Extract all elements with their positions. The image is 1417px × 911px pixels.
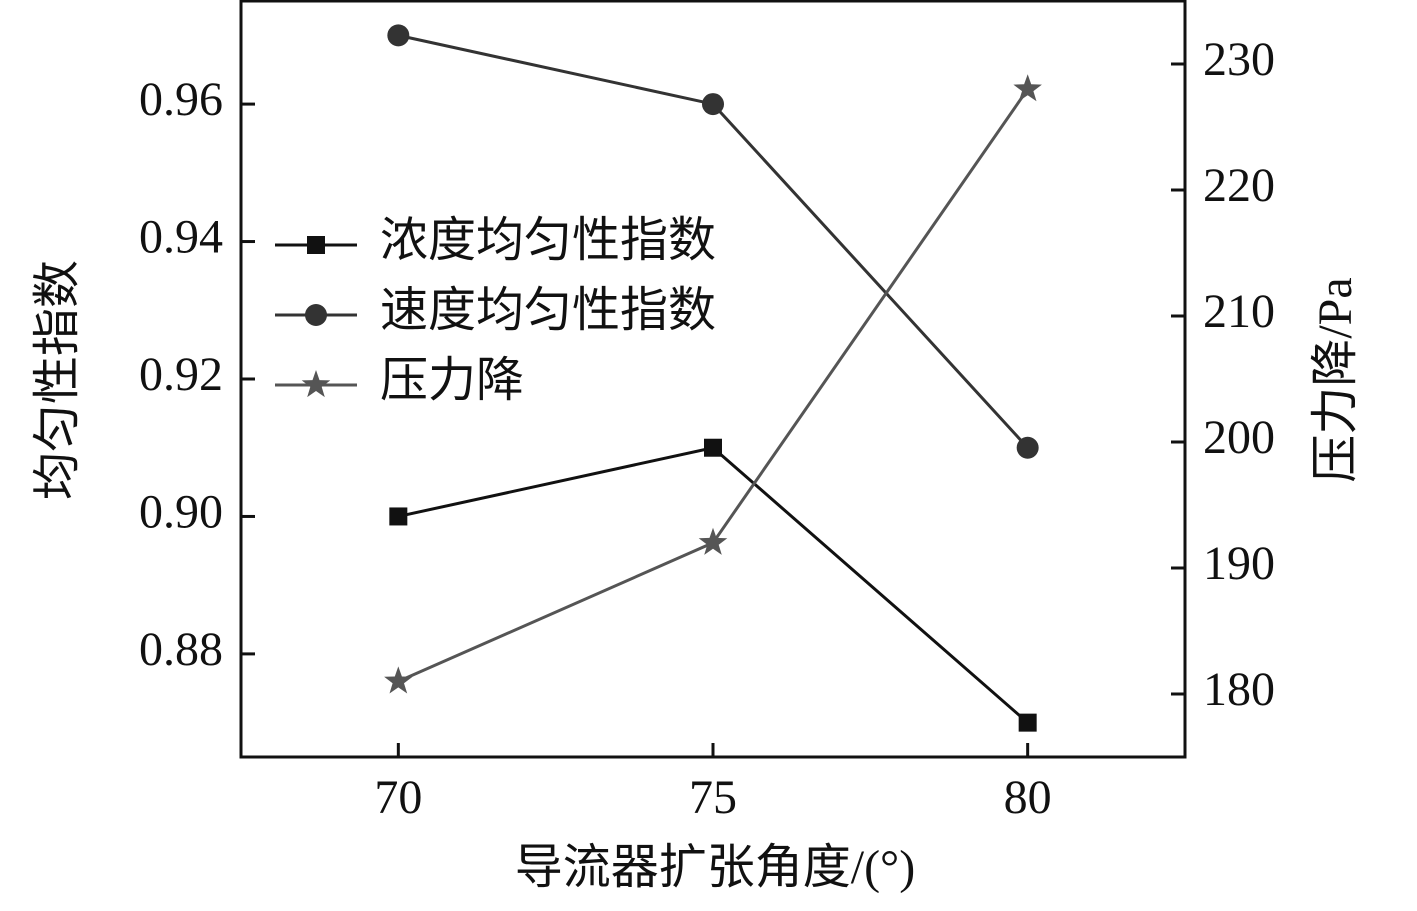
y2-tick-label: 200 xyxy=(1203,411,1275,464)
marker xyxy=(389,507,408,526)
series-line xyxy=(398,446,1029,724)
y-tick-label: 0.88 xyxy=(139,623,223,676)
y-tick-label: 0.94 xyxy=(139,211,223,264)
legend-label: 速度均匀性指数 xyxy=(380,284,716,337)
marker xyxy=(307,236,325,254)
y2-axis-label: 压力降/Pa xyxy=(1309,277,1362,482)
legend-label: 浓度均匀性指数 xyxy=(380,214,716,267)
marker xyxy=(384,666,413,694)
y-axis-label: 均匀性指数 xyxy=(31,260,84,500)
x-tick-label: 70 xyxy=(374,771,422,824)
y-tick-label: 0.90 xyxy=(139,485,223,538)
y-tick-label: 0.92 xyxy=(139,348,223,401)
marker xyxy=(1013,74,1042,102)
x-tick-label: 75 xyxy=(689,771,737,824)
y2-tick-label: 210 xyxy=(1203,285,1275,338)
marker xyxy=(387,24,410,47)
y2-tick-label: 220 xyxy=(1203,159,1275,212)
marker xyxy=(704,438,722,457)
marker xyxy=(698,527,728,555)
marker xyxy=(1016,436,1039,459)
legend-label: 压力降 xyxy=(380,354,524,407)
marker xyxy=(1018,713,1037,732)
y-tick-label: 0.96 xyxy=(139,73,223,126)
marker xyxy=(702,93,724,116)
y2-tick-label: 190 xyxy=(1203,537,1275,590)
x-tick-label: 80 xyxy=(1004,771,1052,824)
y2-tick-label: 180 xyxy=(1203,663,1275,716)
marker xyxy=(301,370,331,398)
marker xyxy=(305,304,327,326)
y2-tick-label: 230 xyxy=(1203,33,1275,86)
x-axis-label: 导流器扩张角度/(°) xyxy=(515,841,916,894)
